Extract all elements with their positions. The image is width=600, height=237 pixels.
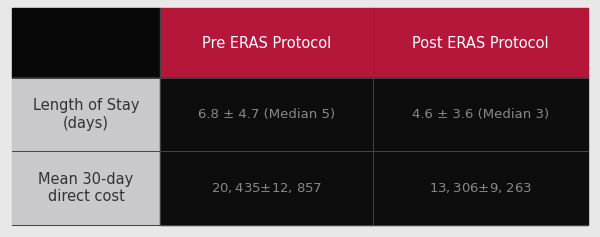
Bar xyxy=(373,78,588,151)
Bar xyxy=(373,8,588,78)
Bar xyxy=(160,8,373,78)
Bar xyxy=(373,151,588,225)
Text: $13, 306 ± $9, 263: $13, 306 ± $9, 263 xyxy=(429,181,532,195)
Bar xyxy=(12,151,160,225)
Text: Mean 30-day
direct cost: Mean 30-day direct cost xyxy=(38,172,134,204)
Text: Length of Stay
(days): Length of Stay (days) xyxy=(33,98,139,131)
Bar xyxy=(12,8,160,78)
Text: 6.8 ± 4.7 (Median 5): 6.8 ± 4.7 (Median 5) xyxy=(198,108,335,121)
Text: $20, 435 ± $12, 857: $20, 435 ± $12, 857 xyxy=(211,181,322,195)
Bar xyxy=(160,151,373,225)
Bar xyxy=(160,78,373,151)
Text: Pre ERAS Protocol: Pre ERAS Protocol xyxy=(202,36,331,50)
Bar xyxy=(12,78,160,151)
Text: 4.6 ± 3.6 (Median 3): 4.6 ± 3.6 (Median 3) xyxy=(412,108,549,121)
Text: Post ERAS Protocol: Post ERAS Protocol xyxy=(412,36,549,50)
